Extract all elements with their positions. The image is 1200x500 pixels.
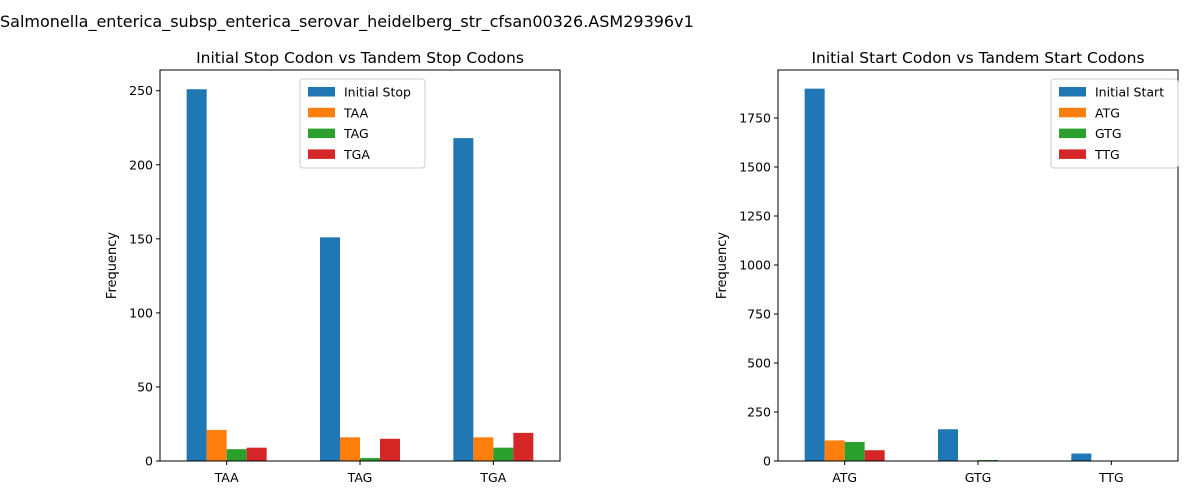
legend: Initial Start ATG GTG TTG	[1050, 78, 1179, 169]
y-tick-label: 150	[129, 231, 153, 246]
legend-label: TAG	[343, 126, 369, 141]
legend-swatch	[1059, 128, 1086, 139]
bar-taa-tag	[340, 437, 360, 461]
y-tick-label: 250	[129, 83, 153, 98]
bar-initial-start-ttg	[1071, 453, 1092, 461]
chart-title: Initial Start Codon vs Tandem Start Codo…	[811, 49, 1144, 67]
bar-ttg-atg	[864, 450, 885, 461]
chart-1: Initial Stop Codon vs Tandem Stop Codons…	[105, 49, 561, 485]
x-tick-label: TGA	[479, 470, 506, 485]
x-tick-label: GTG	[965, 470, 992, 485]
x-tick-label: TTG	[1098, 470, 1124, 485]
y-tick-label: 1000	[739, 258, 771, 273]
bar-gtg-atg	[844, 441, 865, 461]
legend-swatch	[1059, 149, 1086, 159]
legend-label: TGA	[343, 147, 370, 162]
figure-title: Salmonella_enterica_subsp_enterica_serov…	[0, 12, 694, 31]
y-tick-label: 1250	[739, 209, 771, 224]
legend-label: ATG	[1095, 105, 1120, 120]
y-tick-label: 250	[747, 405, 771, 420]
bar-initial-stop-tag	[320, 237, 340, 461]
y-axis-label: Frequency	[105, 232, 120, 299]
y-tick-label: 500	[747, 356, 771, 371]
legend-label: Initial Start	[1095, 85, 1164, 100]
bar-tga-tag	[380, 438, 400, 461]
y-tick-label: 100	[129, 305, 153, 320]
legend-label: GTG	[1095, 126, 1122, 141]
bar-initial-stop-taa	[186, 89, 207, 461]
bar-initial-stop-tga	[453, 138, 474, 461]
legend-swatch	[308, 107, 335, 118]
bar-taa-tga	[473, 437, 494, 461]
y-tick-label: 750	[747, 307, 771, 322]
y-tick-label: 1750	[739, 111, 771, 126]
bar-taa-taa	[206, 429, 227, 461]
legend-label: TAA	[343, 105, 369, 120]
legend-swatch	[308, 87, 335, 97]
y-tick-label: 0	[145, 454, 153, 469]
legend-swatch	[308, 149, 335, 159]
legend-swatch	[1059, 107, 1086, 118]
y-tick-label: 0	[763, 454, 771, 469]
legend-label: Initial Stop	[344, 85, 411, 100]
legend-swatch	[308, 128, 335, 139]
legend-label: TTG	[1094, 147, 1120, 162]
chart-title: Initial Stop Codon vs Tandem Stop Codons	[196, 49, 524, 67]
legend-box	[1050, 78, 1179, 169]
y-tick-label: 1500	[739, 160, 771, 175]
y-tick-label: 50	[137, 379, 153, 394]
x-tick-label: TAA	[214, 470, 240, 485]
legend-swatch	[1059, 87, 1086, 97]
chart-2: Initial Start Codon vs Tandem Start Codo…	[715, 49, 1179, 485]
y-axis-label: Frequency	[715, 232, 730, 299]
bar-initial-start-gtg	[938, 429, 958, 461]
bar-atg-atg	[824, 440, 845, 461]
legend-box	[299, 78, 426, 169]
bar-tag-tag	[360, 458, 380, 461]
bar-tga-tga	[513, 432, 534, 461]
legend: Initial Stop TAA TAG TGA	[299, 78, 426, 169]
y-tick-label: 200	[129, 157, 153, 172]
bar-tga-taa	[246, 447, 267, 461]
x-tick-label: ATG	[832, 470, 857, 485]
bar-initial-start-atg	[804, 88, 825, 461]
x-tick-label: TAG	[347, 470, 373, 485]
bar-tag-taa	[226, 449, 247, 461]
bar-tag-tga	[493, 447, 514, 461]
